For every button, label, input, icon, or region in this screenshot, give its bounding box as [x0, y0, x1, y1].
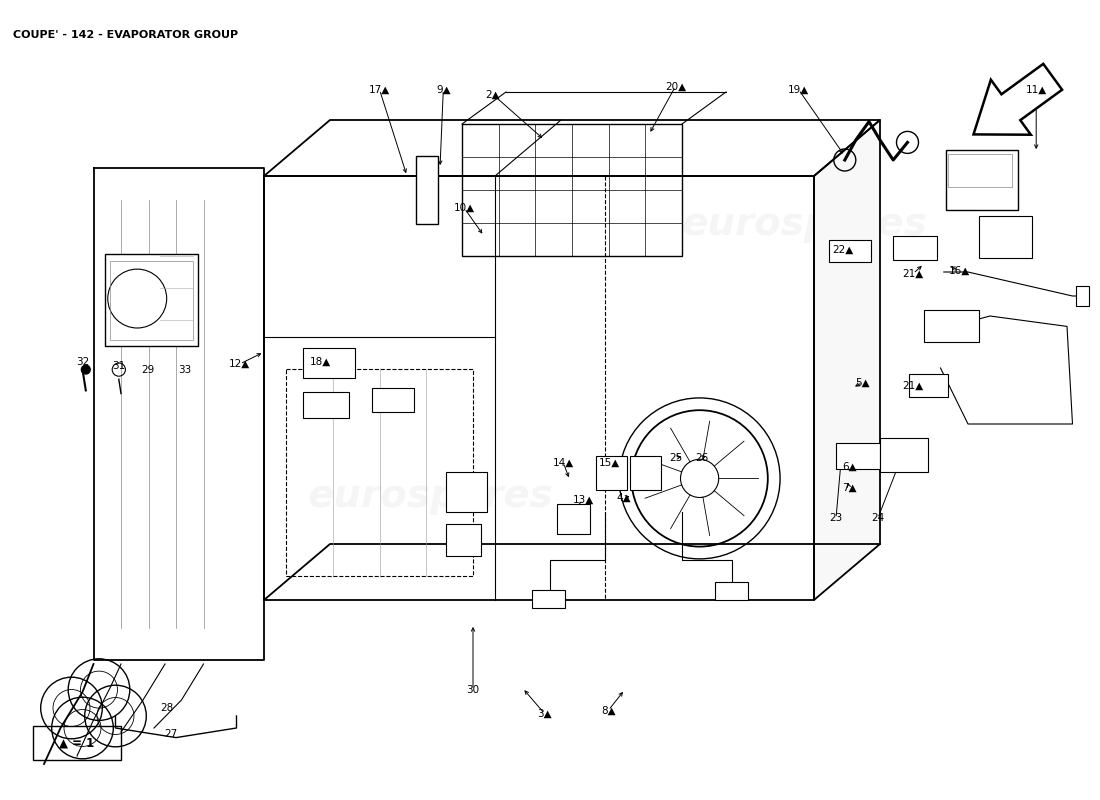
Text: 26: 26: [695, 453, 708, 462]
Bar: [104, 254, 198, 346]
Text: 4▲: 4▲: [616, 493, 631, 502]
Bar: [462, 124, 682, 256]
Text: ▲ = 1: ▲ = 1: [59, 737, 95, 750]
Text: 32: 32: [76, 357, 89, 366]
Text: 2▲: 2▲: [485, 90, 501, 99]
FancyArrow shape: [974, 64, 1063, 134]
Text: 22▲: 22▲: [832, 245, 854, 254]
Bar: [33, 726, 121, 760]
Bar: [836, 443, 880, 469]
Bar: [715, 582, 748, 600]
Bar: [596, 456, 627, 490]
Text: 33: 33: [178, 365, 191, 374]
Bar: [880, 438, 928, 472]
Bar: [946, 150, 1018, 210]
Bar: [948, 154, 1012, 187]
Text: eurospares: eurospares: [308, 477, 553, 515]
Text: 27: 27: [164, 730, 177, 739]
Bar: [110, 261, 192, 340]
Text: 24: 24: [871, 514, 884, 523]
Text: 28: 28: [161, 703, 174, 713]
Bar: [909, 374, 948, 397]
Bar: [446, 472, 487, 512]
Text: 14▲: 14▲: [552, 458, 574, 467]
Text: 12▲: 12▲: [229, 359, 251, 369]
Bar: [416, 156, 438, 224]
Text: 25: 25: [669, 453, 682, 462]
Bar: [302, 348, 355, 378]
Bar: [286, 369, 473, 576]
Text: 3▲: 3▲: [537, 709, 552, 718]
Polygon shape: [814, 120, 880, 600]
Text: 23: 23: [829, 514, 843, 523]
Text: 31: 31: [112, 362, 125, 371]
Text: 15▲: 15▲: [598, 458, 620, 467]
Bar: [372, 388, 414, 412]
Bar: [446, 524, 481, 556]
Text: 30: 30: [466, 685, 480, 694]
Bar: [924, 310, 979, 342]
Text: 10▲: 10▲: [453, 203, 475, 213]
Text: 21▲: 21▲: [902, 269, 924, 278]
Bar: [302, 392, 349, 418]
Text: 19▲: 19▲: [788, 85, 810, 94]
Bar: [532, 590, 565, 608]
Text: 21▲: 21▲: [902, 381, 924, 390]
Text: 5▲: 5▲: [855, 378, 870, 387]
Circle shape: [81, 365, 90, 374]
Text: 16▲: 16▲: [948, 266, 970, 275]
Text: 7▲: 7▲: [842, 483, 857, 493]
Text: 20▲: 20▲: [664, 82, 686, 91]
Text: 29: 29: [141, 365, 154, 374]
Bar: [829, 240, 871, 262]
Text: COUPE' - 142 - EVAPORATOR GROUP: COUPE' - 142 - EVAPORATOR GROUP: [13, 30, 239, 40]
Text: 6▲: 6▲: [842, 462, 857, 471]
Bar: [893, 236, 937, 260]
Text: 11▲: 11▲: [1025, 85, 1047, 94]
Text: 17▲: 17▲: [368, 85, 390, 94]
Polygon shape: [264, 120, 880, 176]
Text: 8▲: 8▲: [601, 706, 616, 715]
Bar: [979, 216, 1032, 258]
Text: 9▲: 9▲: [436, 85, 451, 94]
Bar: [557, 504, 590, 534]
Bar: [630, 456, 661, 490]
Text: 18▲: 18▲: [309, 357, 331, 366]
Bar: [1076, 286, 1089, 306]
Text: 13▲: 13▲: [572, 495, 594, 505]
Text: eurospares: eurospares: [682, 205, 927, 243]
